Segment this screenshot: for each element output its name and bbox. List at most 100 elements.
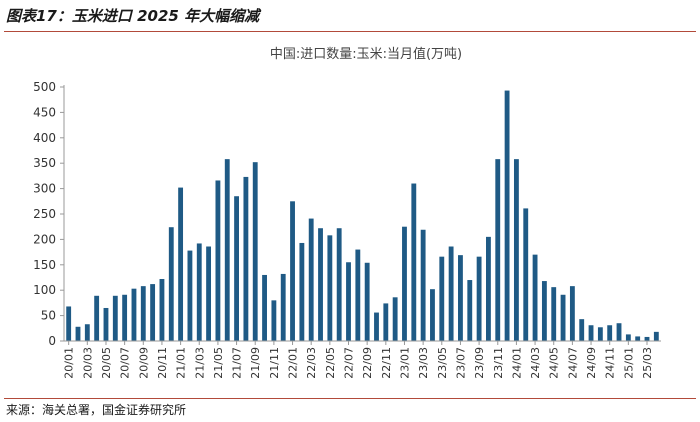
- y-tick-label: 100: [33, 283, 56, 297]
- bar-21-11: [271, 300, 277, 341]
- bar-21-05: [215, 180, 221, 341]
- bar-23-02: [411, 183, 417, 341]
- bar-22-05: [327, 235, 333, 341]
- x-axis: 20/01 20/03 20/05 20/07 20/09 20/11 21/01 21/03…: [63, 340, 661, 379]
- x-tick-label: 22/11: [380, 347, 393, 379]
- x-tick-label: 21/11: [268, 347, 281, 379]
- x-tick-label: 23/01: [398, 347, 411, 379]
- bar-25-02: [635, 336, 641, 341]
- x-tick-label: 22/03: [305, 347, 318, 379]
- bar-23-01: [402, 226, 407, 341]
- y-tick-label: 400: [33, 131, 56, 145]
- x-tick-label: 20/05: [100, 347, 113, 379]
- bar-23-05: [439, 256, 445, 341]
- bar-21-03: [196, 243, 202, 341]
- x-tick-label: 20/09: [137, 347, 150, 379]
- bar-24-05: [551, 287, 557, 341]
- x-tick-label: 22/09: [361, 347, 374, 379]
- x-tick-label: 24/11: [604, 347, 617, 379]
- bar-23-11: [495, 159, 501, 341]
- x-tick-label: 23/03: [417, 347, 430, 379]
- bar-24-12: [616, 323, 622, 341]
- bar-25-03: [644, 336, 650, 341]
- bar-20-03: [84, 324, 90, 341]
- bar-23-04: [430, 289, 435, 341]
- y-tick-label: 0: [48, 334, 56, 348]
- bar-24-10: [597, 327, 603, 341]
- x-tick-label: 23/07: [454, 347, 467, 379]
- bar-21-10: [262, 274, 267, 341]
- bar-21-06: [224, 159, 230, 341]
- x-tick-label: 24/09: [585, 347, 598, 379]
- y-tick-label: 450: [33, 105, 56, 119]
- bar-23-12: [504, 90, 510, 341]
- x-tick-label: 21/07: [231, 347, 244, 379]
- y-tick-label: 500: [33, 80, 56, 94]
- chart-title: 中国:进口数量:玉米:当月值(万吨): [270, 46, 462, 62]
- bar-25-01: [625, 334, 631, 341]
- x-tick-label: 20/11: [156, 347, 169, 379]
- bar-24-03: [532, 254, 538, 341]
- bar-20-05: [103, 307, 109, 341]
- x-tick-label: 20/03: [81, 347, 94, 379]
- bar-20-12: [168, 227, 174, 341]
- x-tick-label: 25/01: [622, 347, 635, 379]
- bar-22-01: [290, 201, 295, 341]
- source-note: 来源：海关总署，国金证券研究所: [6, 403, 187, 417]
- bar-22-09: [364, 262, 370, 341]
- bar-20-11: [159, 279, 165, 341]
- bar-20-02: [75, 326, 81, 341]
- bar-21-12: [280, 273, 286, 341]
- x-tick-label: 22/07: [343, 347, 356, 379]
- y-axis: 0 50 100 150 200 250 300 350 400 450 500: [33, 80, 65, 348]
- bar-24-04: [541, 281, 547, 341]
- bar-24-07: [569, 286, 575, 341]
- bar-22-03: [308, 218, 314, 341]
- bar-20-06: [112, 295, 118, 341]
- bar-22-02: [299, 242, 305, 341]
- x-tick-label: 23/09: [473, 347, 486, 379]
- x-tick-label: 22/01: [287, 347, 300, 379]
- x-tick-label: 21/03: [193, 347, 206, 379]
- bar-24-11: [607, 325, 613, 341]
- bar-chart: 中国:进口数量:玉米:当月值(万吨) 0 50 100 150 200 250 300 350…: [33, 46, 661, 379]
- y-tick-label: 200: [33, 232, 56, 246]
- bar-22-11: [383, 303, 389, 341]
- bar-24-01: [513, 159, 519, 341]
- bar-21-01: [178, 187, 184, 341]
- figure-title: 图表17：玉米进口 2025 年大幅缩减: [6, 7, 260, 25]
- x-tick-label: 21/09: [249, 347, 262, 379]
- bar-20-09: [140, 286, 146, 341]
- top-divider: [4, 31, 696, 32]
- bars-group: [66, 90, 659, 341]
- bar-20-10: [150, 284, 156, 341]
- x-tick-label: 20/07: [119, 347, 132, 379]
- x-tick-label: 20/01: [63, 347, 76, 379]
- bar-20-07: [122, 294, 128, 341]
- x-tick-label: 24/03: [529, 347, 542, 379]
- bar-23-08: [467, 280, 473, 341]
- bar-21-02: [187, 250, 193, 341]
- bar-23-07: [458, 255, 463, 341]
- bar-22-08: [355, 249, 361, 341]
- y-tick-label: 50: [41, 309, 56, 323]
- x-tick-label: 21/05: [212, 347, 225, 379]
- x-tick-label: 21/01: [175, 347, 188, 379]
- x-tick-label: 24/01: [510, 347, 523, 379]
- y-tick-label: 300: [33, 182, 56, 196]
- y-tick-label: 250: [33, 207, 56, 221]
- x-tick-label: 25/03: [641, 347, 654, 379]
- x-tick-label: 23/11: [492, 347, 505, 379]
- bar-22-07: [346, 262, 351, 341]
- bar-21-04: [206, 246, 212, 341]
- bar-21-09: [252, 162, 258, 341]
- bar-24-02: [523, 208, 529, 341]
- bar-20-01: [66, 306, 72, 341]
- bar-22-06: [336, 228, 342, 341]
- bar-25-04: [653, 331, 659, 341]
- bar-23-09: [476, 256, 482, 341]
- bar-22-10: [374, 312, 379, 341]
- y-tick-label: 350: [33, 156, 56, 170]
- bar-24-06: [560, 294, 566, 341]
- x-tick-label: 24/05: [548, 347, 561, 379]
